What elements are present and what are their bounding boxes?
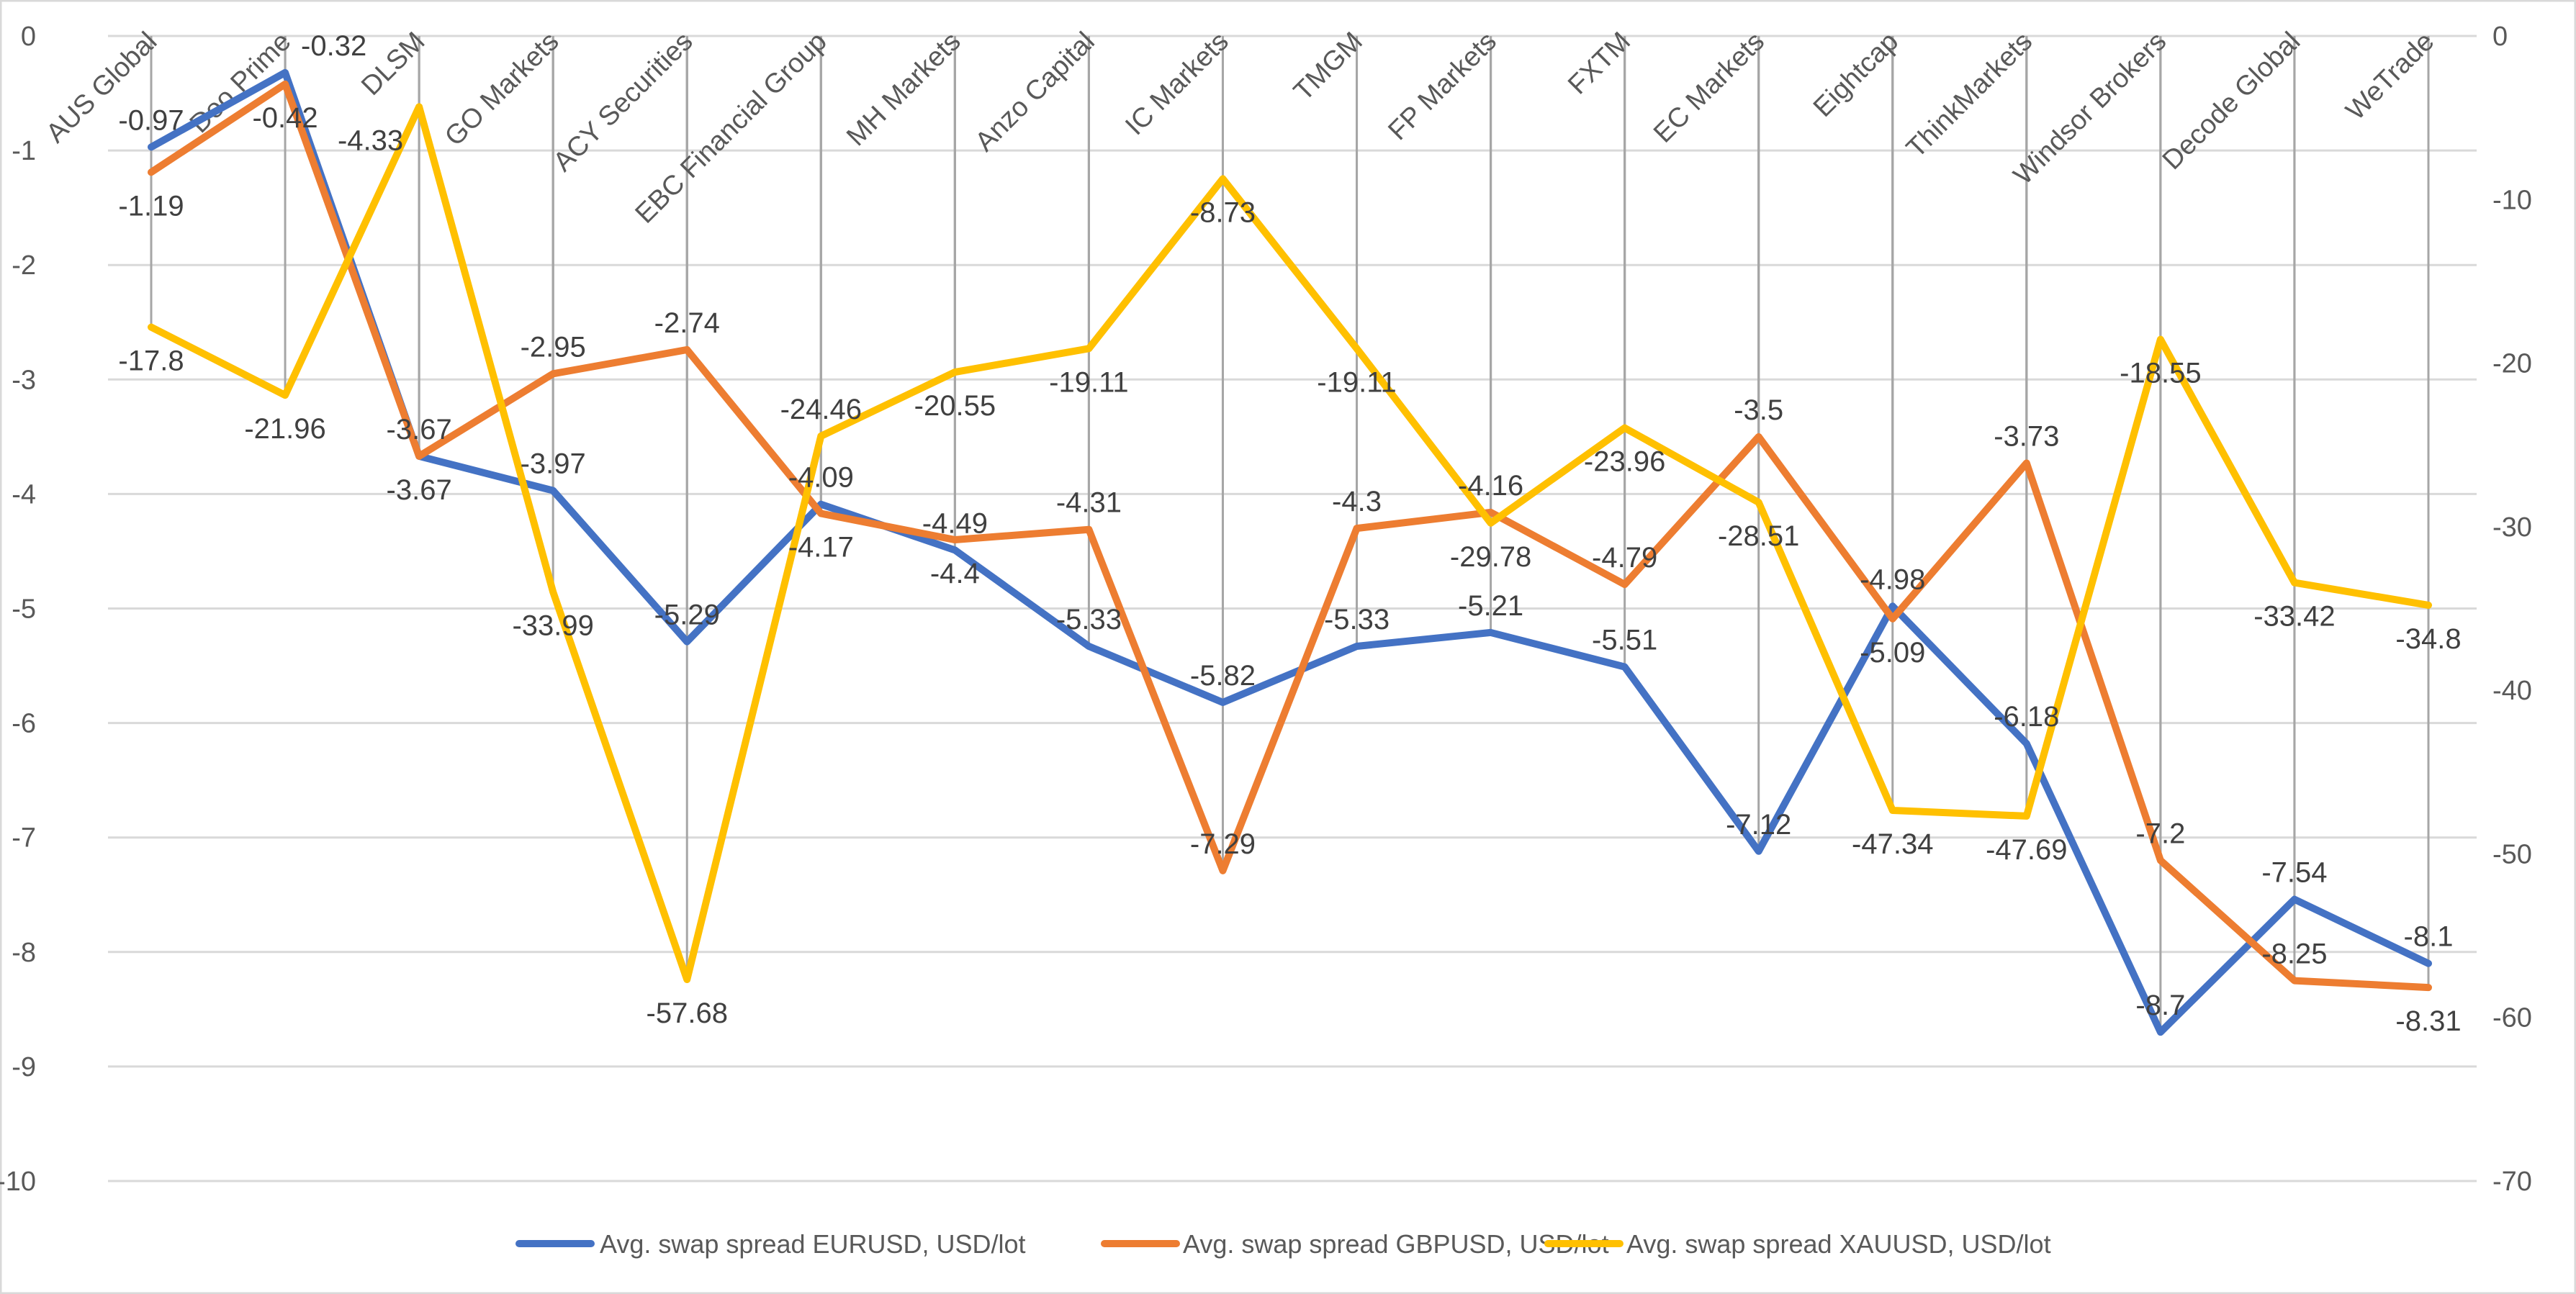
series-line-2 <box>148 103 2432 983</box>
data-label: -1.19 <box>118 190 184 222</box>
legend-label: Avg. swap spread GBPUSD, USD/lot <box>1183 1229 1609 1259</box>
gridlines <box>108 35 2477 1182</box>
left-axis: 0 -1 -2 -3 -4 -5 -6 -7 -8 -9 -10 <box>0 22 36 1197</box>
data-label: -19.11 <box>1317 366 1396 398</box>
data-label: -4.33 <box>338 125 403 156</box>
data-label: -18.55 <box>2120 358 2201 389</box>
data-label: -4.49 <box>922 507 988 539</box>
right-tick-label: -40 <box>2492 676 2532 706</box>
data-label: -5.09 <box>1860 637 1925 669</box>
data-label: -0.97 <box>118 104 184 136</box>
right-axis: 0 -10 -20 -30 -40 -50 -60 -70 <box>2492 22 2532 1197</box>
data-label: -21.96 <box>244 413 325 445</box>
data-label: -7.12 <box>1726 809 1791 841</box>
legend: Avg. swap spread EURUSD, USD/lot Avg. swa… <box>515 1229 2051 1259</box>
data-label: -5.29 <box>654 600 720 631</box>
data-label: -57.68 <box>647 997 728 1029</box>
data-label: -4.4 <box>930 558 980 589</box>
left-tick-label: -9 <box>12 1052 36 1082</box>
series-lines <box>148 68 2432 1036</box>
data-label: -19.11 <box>1049 366 1128 398</box>
data-label: -0.42 <box>252 102 318 134</box>
data-label: -34.8 <box>2395 623 2461 655</box>
left-tick-label: -1 <box>12 136 36 166</box>
data-label: -47.69 <box>1986 834 2067 866</box>
data-label: -4.79 <box>1592 542 1657 574</box>
data-label: -5.82 <box>1190 660 1256 692</box>
data-label: -8.1 <box>2404 921 2454 953</box>
right-tick-label: -20 <box>2492 349 2532 379</box>
data-label: -2.95 <box>521 331 586 363</box>
left-tick-label: -3 <box>12 365 36 395</box>
left-tick-label: -8 <box>12 938 36 968</box>
data-label: -20.55 <box>914 390 996 422</box>
data-label: -7.29 <box>1190 828 1256 860</box>
legend-label: Avg. swap spread EURUSD, USD/lot <box>600 1229 1026 1259</box>
left-tick-label: -6 <box>12 709 36 739</box>
data-label: -3.73 <box>1994 420 2059 452</box>
series-line-1 <box>148 80 2432 992</box>
right-tick-label: -70 <box>2492 1167 2532 1197</box>
left-tick-label: -4 <box>12 479 36 510</box>
data-label: -28.51 <box>1718 520 1799 552</box>
right-tick-label: -30 <box>2492 512 2532 543</box>
data-label: -0.32 <box>301 30 366 62</box>
left-tick-label: -2 <box>12 250 36 281</box>
data-label: -8.25 <box>2261 938 2327 970</box>
left-tick-label: -5 <box>12 594 36 625</box>
left-tick-label: 0 <box>21 22 36 52</box>
data-label: -7.54 <box>2261 857 2327 889</box>
data-label: -8.73 <box>1190 196 1256 228</box>
data-label: -3.67 <box>387 414 452 445</box>
legend-label: Avg. swap spread XAUUSD, USD/lot <box>1626 1229 2051 1259</box>
data-label: -29.78 <box>1450 541 1531 573</box>
data-label: -2.74 <box>654 307 720 339</box>
right-tick-label: -10 <box>2492 185 2532 215</box>
data-label: -33.42 <box>2253 601 2335 633</box>
data-label: -8.31 <box>2395 1005 2461 1037</box>
left-tick-label: -10 <box>0 1167 36 1197</box>
data-label: -17.8 <box>118 345 184 377</box>
data-label: -4.98 <box>1860 564 1925 595</box>
data-label: -47.34 <box>1852 828 1933 860</box>
data-label: -4.31 <box>1056 487 1122 519</box>
left-tick-label: -7 <box>12 823 36 854</box>
data-label: -33.99 <box>512 610 593 642</box>
series-line-0 <box>148 68 2432 1036</box>
right-tick-label: -60 <box>2492 1003 2532 1033</box>
data-label: -24.46 <box>780 394 862 425</box>
data-label: -5.21 <box>1458 590 1523 622</box>
data-label: -5.33 <box>1324 604 1390 635</box>
data-label: -5.33 <box>1056 604 1122 635</box>
right-tick-label: 0 <box>2492 22 2508 52</box>
data-label: -3.67 <box>387 474 452 506</box>
drop-lines <box>150 36 2430 1033</box>
right-tick-label: -50 <box>2492 839 2532 869</box>
data-labels: -0.97 -0.32 -3.67 -3.97 -5.29 -4.09 -4.49 -5.33… <box>118 30 2461 1037</box>
data-label: -4.16 <box>1458 470 1523 502</box>
data-label: -3.5 <box>1734 394 1783 426</box>
data-label: -4.17 <box>788 531 854 563</box>
data-label: -8.7 <box>2135 990 2185 1021</box>
data-label: -6.18 <box>1994 701 2059 733</box>
data-label: -3.97 <box>521 448 586 480</box>
data-label: -7.2 <box>2135 818 2185 850</box>
data-label: -23.96 <box>1584 446 1665 478</box>
data-label: -5.51 <box>1592 625 1657 656</box>
data-label: -4.09 <box>788 462 854 494</box>
data-label: -4.3 <box>1332 486 1382 517</box>
